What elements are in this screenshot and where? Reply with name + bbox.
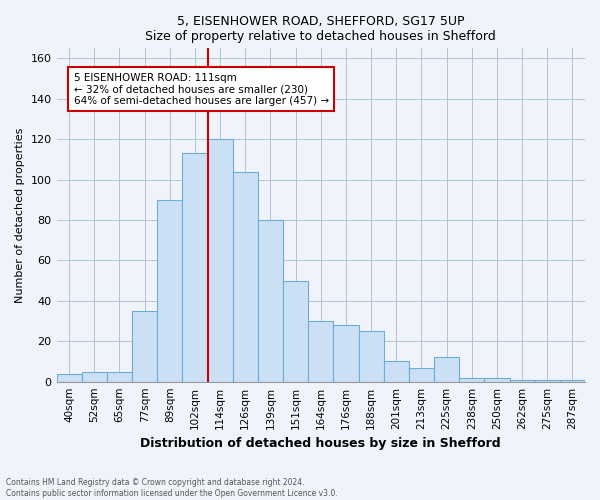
Bar bbox=[182, 154, 208, 382]
Y-axis label: Number of detached properties: Number of detached properties bbox=[15, 128, 25, 302]
Bar bbox=[308, 321, 334, 382]
Bar bbox=[107, 372, 132, 382]
Bar bbox=[283, 280, 308, 382]
Bar bbox=[233, 172, 258, 382]
Bar bbox=[459, 378, 484, 382]
Bar bbox=[509, 380, 535, 382]
Bar bbox=[383, 362, 409, 382]
Bar bbox=[258, 220, 283, 382]
Bar bbox=[484, 378, 509, 382]
Bar bbox=[157, 200, 182, 382]
Bar bbox=[132, 311, 157, 382]
Bar bbox=[409, 368, 434, 382]
Bar bbox=[334, 325, 359, 382]
Bar bbox=[359, 331, 383, 382]
Bar bbox=[82, 372, 107, 382]
Bar bbox=[56, 374, 82, 382]
Title: 5, EISENHOWER ROAD, SHEFFORD, SG17 5UP
Size of property relative to detached hou: 5, EISENHOWER ROAD, SHEFFORD, SG17 5UP S… bbox=[145, 15, 496, 43]
Bar bbox=[560, 380, 585, 382]
Bar bbox=[434, 358, 459, 382]
Bar bbox=[208, 139, 233, 382]
Text: Contains HM Land Registry data © Crown copyright and database right 2024.
Contai: Contains HM Land Registry data © Crown c… bbox=[6, 478, 338, 498]
Text: 5 EISENHOWER ROAD: 111sqm
← 32% of detached houses are smaller (230)
64% of semi: 5 EISENHOWER ROAD: 111sqm ← 32% of detac… bbox=[74, 72, 329, 106]
X-axis label: Distribution of detached houses by size in Shefford: Distribution of detached houses by size … bbox=[140, 437, 501, 450]
Bar bbox=[535, 380, 560, 382]
